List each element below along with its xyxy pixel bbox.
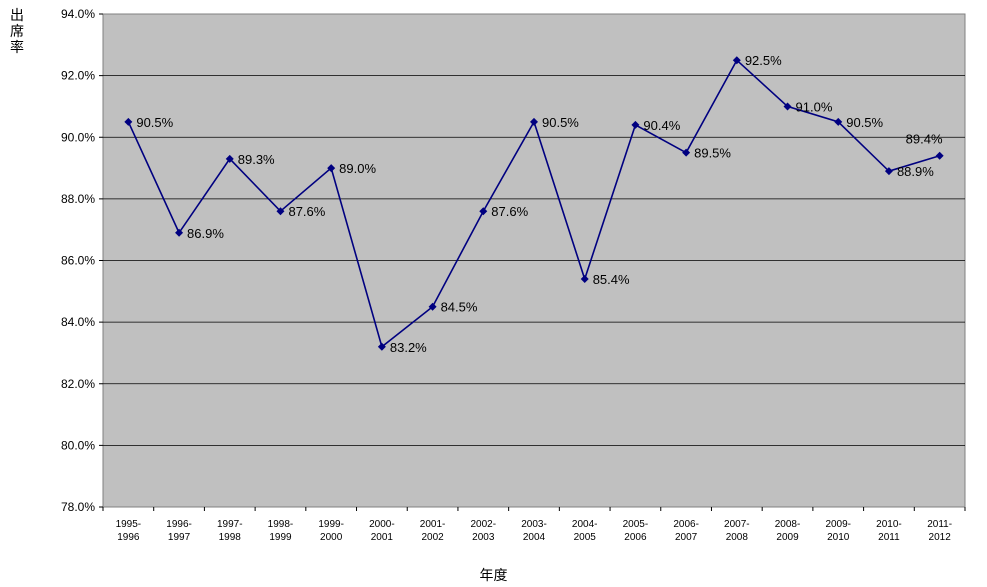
- x-tick-label: 2008: [726, 532, 749, 543]
- x-tick-label: 2002: [421, 532, 444, 543]
- x-tick-label: 2000: [320, 532, 343, 543]
- x-tick-label: 1998: [219, 532, 242, 543]
- data-label: 87.6%: [288, 204, 325, 219]
- data-point: [580, 274, 589, 283]
- data-label: 90.5%: [846, 115, 883, 130]
- x-tick-label: 2008-: [775, 519, 801, 530]
- data-point: [682, 148, 691, 157]
- x-tick-label: 1996: [117, 532, 140, 543]
- x-tick-label: 2009-: [825, 519, 851, 530]
- data-label: 92.5%: [745, 53, 782, 68]
- data-point: [225, 154, 234, 163]
- data-point: [834, 117, 843, 126]
- y-tick-label: 78.0%: [61, 500, 95, 514]
- x-tick-label: 2006: [624, 532, 647, 543]
- y-tick-label: 84.0%: [61, 315, 95, 329]
- data-point: [327, 164, 336, 173]
- x-tick-label: 1996-: [166, 519, 192, 530]
- data-point: [377, 342, 386, 351]
- data-label: 85.4%: [593, 272, 630, 287]
- data-point: [428, 302, 437, 311]
- data-label: 90.5%: [136, 115, 173, 130]
- x-tick-label: 1999-: [318, 519, 344, 530]
- data-label: 90.5%: [542, 115, 579, 130]
- data-point: [479, 207, 488, 216]
- y-tick-label: 86.0%: [61, 254, 95, 268]
- data-point: [935, 151, 944, 160]
- x-tick-label: 2001: [371, 532, 394, 543]
- data-label: 89.4%: [906, 132, 943, 147]
- x-tick-label: 2003-: [521, 519, 547, 530]
- data-point: [124, 117, 133, 126]
- x-tick-label: 1995-: [116, 519, 142, 530]
- data-point: [175, 228, 184, 237]
- data-label: 86.9%: [187, 226, 224, 241]
- x-tick-label: 1998-: [268, 519, 294, 530]
- x-tick-label: 2009: [776, 532, 799, 543]
- x-tick-label: 1999: [269, 532, 292, 543]
- y-tick-label: 80.0%: [61, 438, 95, 452]
- data-point: [530, 117, 538, 126]
- x-tick-label: 2001-: [420, 519, 446, 530]
- data-point: [732, 56, 741, 65]
- x-tick-label: 2011: [878, 532, 900, 543]
- data-label: 88.9%: [897, 164, 934, 179]
- y-axis-label: 出席率: [10, 8, 24, 56]
- data-label: 87.6%: [491, 204, 528, 219]
- y-tick-label: 88.0%: [61, 192, 95, 206]
- data-point: [276, 207, 285, 216]
- data-label: 91.0%: [796, 99, 833, 114]
- x-tick-label: 2003: [472, 532, 495, 543]
- data-label: 89.0%: [339, 161, 376, 176]
- x-axis-label: 年度: [479, 568, 508, 584]
- data-label: 83.2%: [390, 340, 427, 355]
- x-tick-label: 2007-: [724, 519, 750, 530]
- x-tick-label: 2011-: [927, 519, 952, 530]
- y-tick-label: 94.0%: [61, 7, 95, 21]
- data-point: [884, 167, 893, 176]
- data-point: [631, 120, 640, 129]
- x-tick-label: 2000-: [369, 519, 395, 530]
- data-label: 89.3%: [238, 152, 275, 167]
- x-tick-label: 2012: [929, 532, 952, 543]
- x-tick-label: 2004: [523, 532, 546, 543]
- x-tick-label: 2005-: [623, 519, 649, 530]
- y-tick-label: 90.0%: [61, 130, 95, 144]
- x-tick-label: 2006-: [673, 519, 699, 530]
- data-label: 84.5%: [441, 300, 478, 315]
- data-label: 90.4%: [643, 118, 680, 133]
- x-tick-label: 2007: [675, 532, 698, 543]
- x-tick-label: 2010-: [876, 519, 902, 530]
- x-tick-label: 2010: [827, 532, 850, 543]
- data-label: 89.5%: [694, 146, 731, 161]
- data-point: [783, 102, 792, 111]
- x-tick-label: 2004-: [572, 519, 598, 530]
- x-tick-label: 1997: [168, 532, 191, 543]
- y-tick-label: 92.0%: [61, 69, 95, 83]
- y-tick-label: 82.0%: [61, 377, 95, 391]
- x-tick-label: 1997-: [217, 519, 243, 530]
- x-tick-label: 2005: [574, 532, 597, 543]
- x-tick-label: 2002-: [471, 519, 497, 530]
